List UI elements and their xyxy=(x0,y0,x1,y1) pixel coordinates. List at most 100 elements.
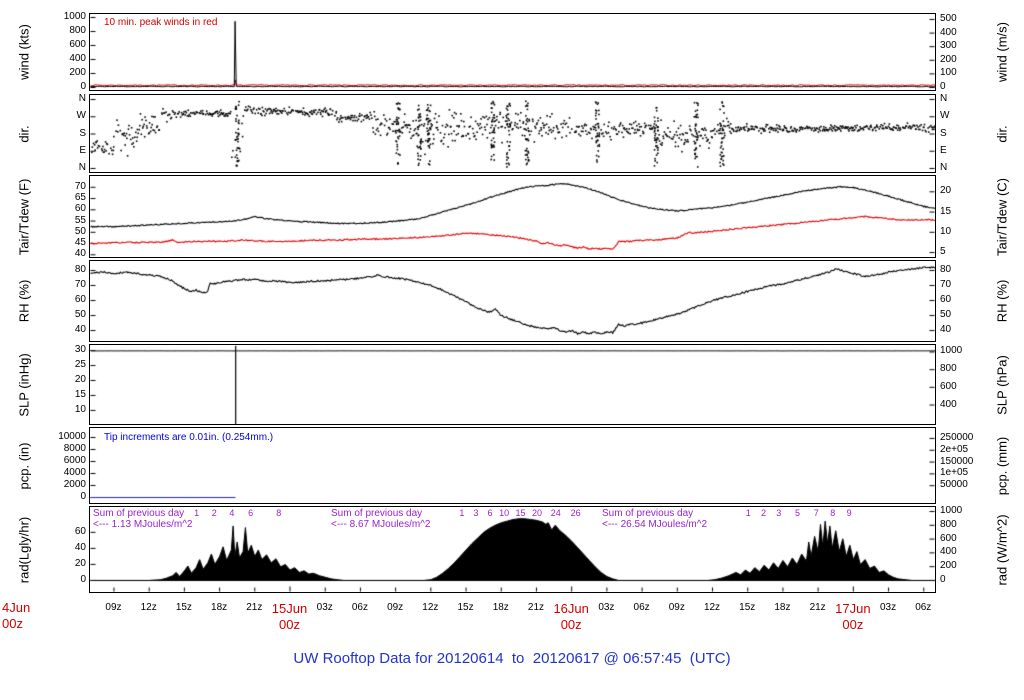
tair-ytick-left: 60 xyxy=(74,203,86,215)
rad-sum-annotation-line1: Sum of previous day xyxy=(602,508,694,519)
rad-cumulative-number: 3 xyxy=(473,508,479,518)
slp-ytick-right: 1000 xyxy=(940,345,963,357)
tair-ytick-left: 40 xyxy=(74,248,86,260)
x-axis-left-edge-date: 4Jun xyxy=(2,600,31,615)
chart-title: UW Rooftop Data for 20120614 to 20120617… xyxy=(293,650,731,667)
slp-ytick-left: 30 xyxy=(74,344,86,356)
rh-panel-frame xyxy=(89,260,936,342)
x-tick-label: 03z xyxy=(879,602,897,613)
rad-cumulative-number: 1 xyxy=(194,508,200,518)
slp-panel-frame xyxy=(89,344,936,425)
rh-right-axis-title: RH (%) xyxy=(994,279,1010,323)
rad-ytick-right: 200 xyxy=(940,560,957,572)
x-tick-label: 21z xyxy=(809,602,826,613)
wind-ytick-right: 0 xyxy=(940,80,946,92)
rad-ytick-right: 800 xyxy=(940,518,957,530)
dir-ytick-left: N xyxy=(78,93,86,105)
rad-cumulative-number: 20 xyxy=(531,508,542,518)
rad-cumulative-number: 8 xyxy=(276,508,282,518)
slp-ytick-left: 20 xyxy=(74,374,86,385)
x-tick-label: 06z xyxy=(633,602,650,613)
pcp-ytick-right: 50000 xyxy=(940,479,968,491)
x-tick-label: 09z xyxy=(105,602,122,613)
rad-sum-annotation-line2: <--- 1.13 MJoules/m^2 xyxy=(93,519,193,530)
pcp-plot-canvas xyxy=(90,428,935,503)
precip-tip-note: Tip increments are 0.01in. (0.254mm.) xyxy=(104,432,274,443)
rad-sum-annotation-line1: Sum of previous day xyxy=(93,508,185,519)
x-tick-label: 06z xyxy=(915,602,932,613)
pcp-ytick-left: 6000 xyxy=(63,455,86,466)
rad-cumulative-number: 26 xyxy=(570,508,581,518)
rad-cumulative-number: 15 xyxy=(515,508,526,518)
wind-ytick-right: 300 xyxy=(940,40,957,52)
rh-ytick-left: 60 xyxy=(74,294,86,306)
wind-ytick-right: 500 xyxy=(940,12,957,24)
dir-ytick-right: W xyxy=(940,110,950,122)
slp-ytick-left: 15 xyxy=(74,388,86,400)
pcp-ytick-left: 10000 xyxy=(58,431,86,442)
rad-cumulative-number: 10 xyxy=(499,508,510,518)
x-tick-label: 12z xyxy=(703,602,721,613)
x-axis-left-edge-date-hour: 00z xyxy=(2,616,23,631)
rad-cumulative-number: 9 xyxy=(846,508,852,518)
pcp-ytick-left: 4000 xyxy=(63,467,86,478)
tair-panel-frame xyxy=(89,175,936,258)
rh-ytick-right: 40 xyxy=(940,324,952,336)
slp-plot-canvas xyxy=(90,345,935,424)
rh-ytick-left: 50 xyxy=(74,309,86,321)
x-tick-label: 21z xyxy=(527,602,545,613)
dir-left-axis-title: dir. xyxy=(16,124,32,143)
rad-ytick-right: 600 xyxy=(940,532,957,544)
tair-ytick-left: 65 xyxy=(74,192,86,204)
rad-sum-annotation-line2: <--- 8.67 MJoules/m^2 xyxy=(331,519,431,530)
slp-ytick-right: 600 xyxy=(940,380,957,392)
rad-ytick-left: 20 xyxy=(74,557,86,569)
pcp-ytick-right: 2e+05 xyxy=(940,443,969,455)
slp-ytick-right: 400 xyxy=(940,398,957,410)
dir-ytick-left: S xyxy=(79,127,86,139)
x-tick-label: 06z xyxy=(351,602,368,613)
wind-ytick-left: 0 xyxy=(80,80,86,92)
wind-ytick-right: 400 xyxy=(940,26,957,38)
x-date-label-hour: 00z xyxy=(560,617,582,632)
tair-ytick-right: 5 xyxy=(940,246,946,258)
x-date-label: 16Jun xyxy=(553,601,589,616)
rh-left-axis-title: RH (%) xyxy=(16,279,32,323)
rad-cumulative-number: 4 xyxy=(229,508,235,518)
x-tick-label: 03z xyxy=(598,602,615,613)
rh-ytick-left: 40 xyxy=(74,324,86,336)
pcp-left-axis-title: pcp. (in) xyxy=(16,442,32,489)
x-tick-label: 15z xyxy=(739,602,756,613)
tair-plot-canvas xyxy=(90,176,935,257)
tair-ytick-right: 10 xyxy=(940,225,952,237)
rh-ytick-right: 60 xyxy=(940,294,952,306)
tair-ytick-left: 70 xyxy=(74,180,86,192)
rad-cumulative-number: 5 xyxy=(794,508,800,518)
wind-ytick-left: 400 xyxy=(69,52,86,64)
rad-sum-annotation-line2: <--- 26.54 MJoules/m^2 xyxy=(602,519,708,530)
rad-ytick-right: 1000 xyxy=(940,505,963,516)
rad-ytick-right: 0 xyxy=(940,573,946,585)
pcp-ytick-left: 0 xyxy=(80,491,86,502)
x-date-label-hour: 00z xyxy=(279,617,300,632)
rh-ytick-right: 70 xyxy=(940,279,952,290)
rad-sum-annotation-line1: Sum of previous day xyxy=(331,508,423,519)
x-tick-label: 18z xyxy=(492,602,509,613)
slp-ytick-right: 800 xyxy=(940,363,957,375)
pcp-ytick-right: 1e+05 xyxy=(940,467,969,479)
wind-right-axis-title: wind (m/s) xyxy=(994,22,1010,82)
wind-ytick-left: 800 xyxy=(69,25,86,36)
rad-cumulative-number: 3 xyxy=(776,508,782,518)
rad-cumulative-number: 24 xyxy=(550,508,561,518)
dir-ytick-right: N xyxy=(940,161,948,173)
pcp-ytick-right: 150000 xyxy=(940,455,974,467)
tair-ytick-right: 15 xyxy=(940,205,952,217)
rad-cumulative-number: 2 xyxy=(760,508,766,518)
x-date-label: 15Jun xyxy=(271,601,308,616)
x-date-label: 17Jun xyxy=(835,601,871,616)
rh-ytick-right: 50 xyxy=(940,309,952,321)
x-tick-label: 09z xyxy=(668,602,685,613)
x-tick-label: 15z xyxy=(457,602,474,613)
x-tick-label: 21z xyxy=(246,602,263,613)
slp-right-axis-title: SLP (hPa) xyxy=(994,354,1010,415)
